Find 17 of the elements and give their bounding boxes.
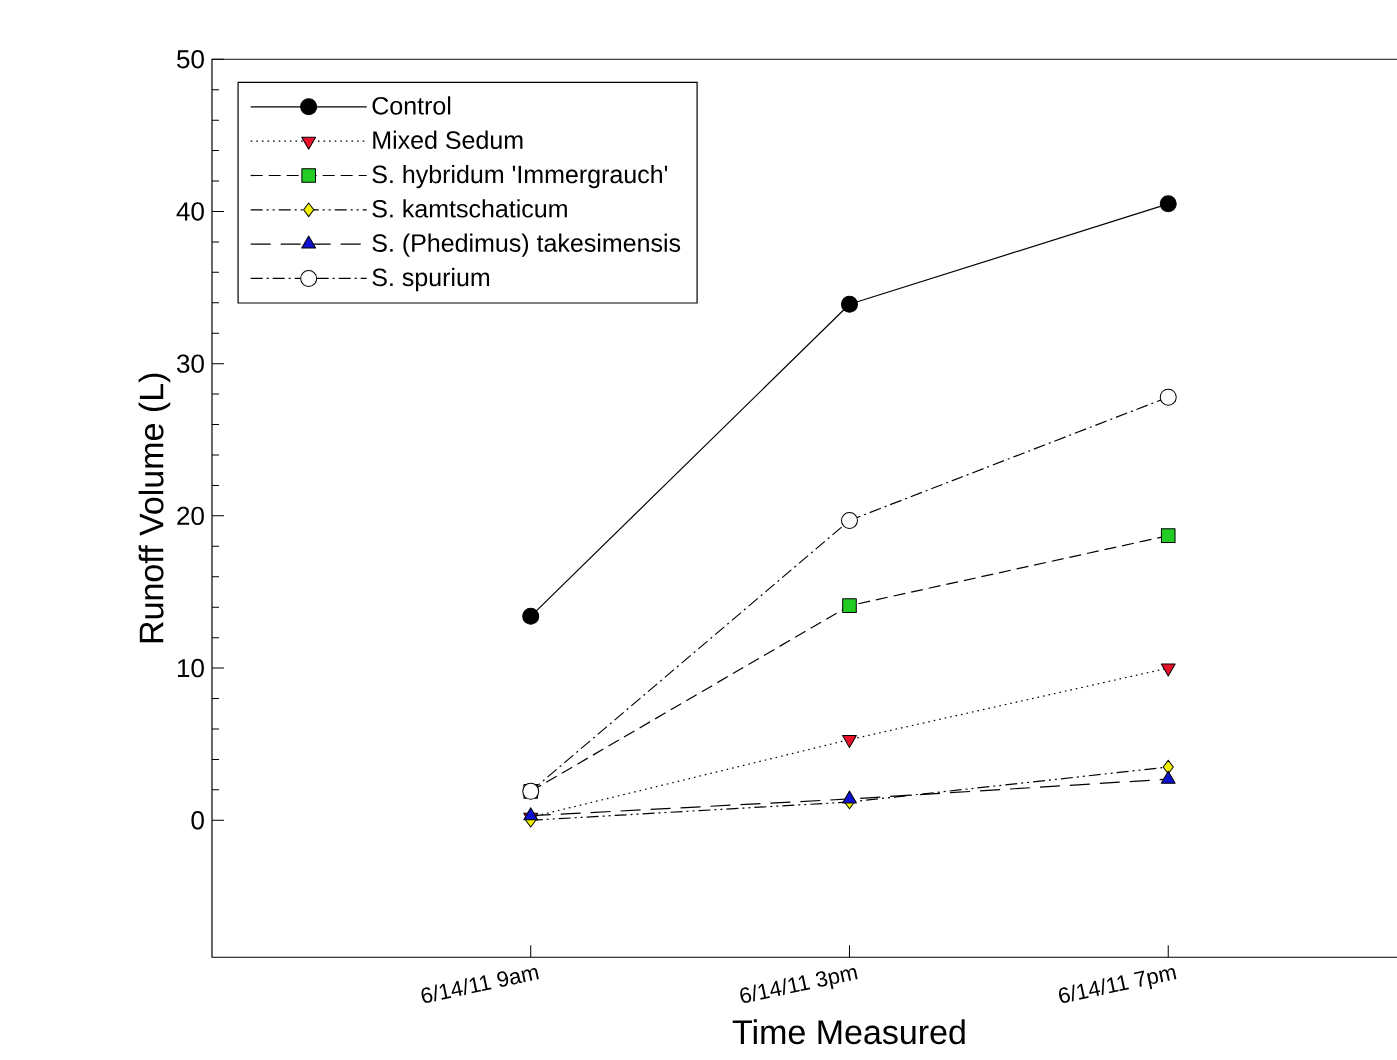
legend-label: S. kamtschaticum bbox=[372, 199, 567, 218]
x-tick-label: 6/14/11 3pm bbox=[740, 968, 858, 1003]
legend-label: Mixed Sedum bbox=[373, 130, 523, 149]
y-tick-label: 40 bbox=[176, 202, 204, 221]
x-tick-label: 6/14/11 7pm bbox=[1059, 968, 1177, 1003]
y-axis-title: Runoff Volume (L) bbox=[138, 373, 171, 643]
legend-label: S. hybridum 'Immergrauch' bbox=[372, 164, 668, 189]
legend-label: Control bbox=[372, 96, 451, 115]
y-tick-label: 30 bbox=[176, 354, 204, 373]
y-tick-label: 50 bbox=[177, 50, 204, 69]
x-tick-label: 6/14/11 9am bbox=[421, 968, 539, 1003]
legend-label: S. (Phedimus) takesimensis bbox=[372, 233, 681, 257]
y-tick-label: 20 bbox=[177, 506, 204, 526]
y-tick-label: 0 bbox=[191, 811, 204, 830]
y-tick-label: 10 bbox=[177, 658, 204, 678]
legend-label: S. spurium bbox=[372, 267, 490, 292]
x-axis-title: Time Measured bbox=[732, 1019, 965, 1045]
